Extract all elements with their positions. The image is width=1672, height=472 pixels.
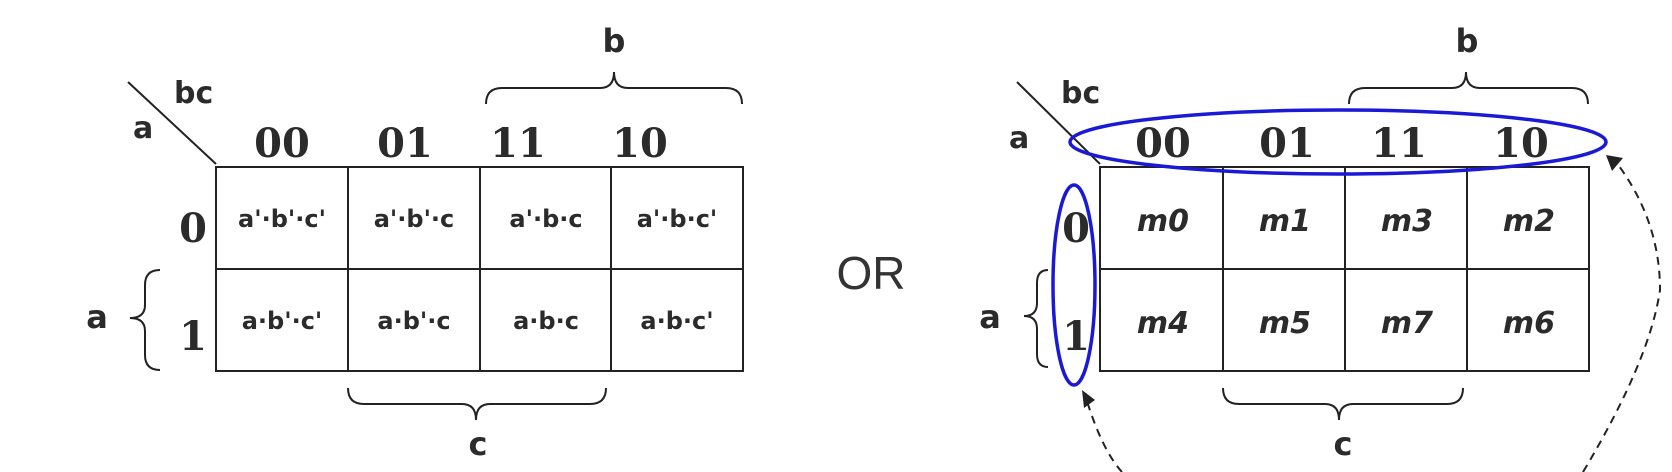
dashed-connector-arrow [1085,397,1123,472]
right-brace-c-label: c [1334,425,1353,463]
left-cell-1-3: a·b·c' [640,307,713,335]
left-corner-row-var: a [133,111,153,146]
right-grid [1099,166,1590,372]
right-col-header-00: 00 [1135,120,1191,167]
right-col-header-10: 10 [1493,120,1549,167]
left-row-header-0: 0 [179,205,207,252]
left-col-header-11: 11 [490,120,546,167]
right-cell-m1: m1 [1259,204,1311,239]
right-cell-m3: m3 [1381,204,1433,239]
left-cell-0-2: a'·b·c [509,205,582,233]
right-brace-a [1023,269,1049,368]
left-brace-b [485,71,743,105]
left-col-header-00: 00 [254,120,310,167]
right-corner-row-var: a [1009,121,1029,156]
right-brace-b-label: b [1456,22,1479,60]
right-cell-m0: m0 [1137,204,1189,239]
right-col-header-11: 11 [1371,120,1427,167]
right-corner-diagonal [1016,81,1101,165]
right-cell-m5: m5 [1259,306,1311,341]
dashed-connector-arrow-right [1582,161,1662,472]
arrowhead-to-column-highlight [1606,155,1623,171]
left-cell-0-3: a'·b·c' [637,205,718,233]
right-brace-c [1222,387,1464,421]
right-cell-m2: m2 [1503,204,1555,239]
left-row-header-1: 1 [179,313,207,360]
left-cell-0-1: a'·b'·c [374,205,455,233]
right-corner-col-vars: bc [1061,76,1100,111]
row-header-highlight [1051,183,1097,387]
left-brace-c-label: c [469,425,488,463]
right-brace-a-label: a [979,298,1001,336]
right-cell-m4: m4 [1137,306,1189,341]
left-cell-1-1: a·b'·c [377,307,450,335]
left-brace-a [129,269,161,371]
left-brace-a-label: a [86,298,108,336]
left-brace-c [347,387,607,421]
left-col-header-10: 10 [612,120,668,167]
right-row-header-0: 0 [1062,205,1090,252]
right-kmap: bc a 00 01 11 10 0 1 m0 m1 m3 m2 m4 m5 m… [979,22,1662,472]
arrowhead-to-row-highlight [1082,390,1095,408]
right-col-header-01: 01 [1259,120,1315,167]
right-cell-m7: m7 [1381,306,1433,341]
column-header-highlight [1068,108,1608,176]
left-corner-diagonal [127,81,217,165]
left-cell-1-0: a·b'·c' [242,307,323,335]
left-kmap: bc a 00 01 11 10 0 1 a'·b'·c' a'·b'·c a'… [86,22,744,463]
left-grid [215,166,744,372]
right-brace-b [1348,71,1589,105]
or-separator: OR [837,247,906,299]
left-cell-1-2: a·b·c [513,307,579,335]
left-col-header-01: 01 [377,120,433,167]
left-cell-0-0: a'·b'·c' [238,205,326,233]
right-cell-m6: m6 [1503,306,1555,341]
left-brace-b-label: b [603,22,626,60]
left-corner-col-vars: bc [174,76,213,111]
right-row-header-1: 1 [1062,313,1090,360]
